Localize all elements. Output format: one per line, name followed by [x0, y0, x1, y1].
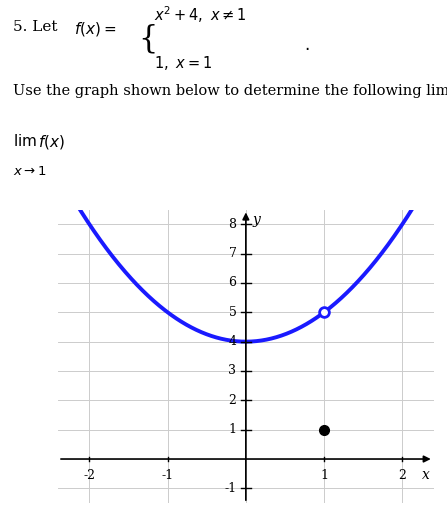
Text: $\lim$: $\lim$: [13, 134, 38, 149]
Text: 6: 6: [228, 277, 236, 289]
Text: 8: 8: [228, 218, 236, 231]
Text: 1: 1: [320, 470, 328, 482]
Text: -1: -1: [224, 482, 236, 495]
Text: 2: 2: [228, 394, 236, 407]
Text: 7: 7: [228, 247, 236, 260]
Text: x: x: [422, 468, 430, 482]
Text: 3: 3: [228, 365, 236, 377]
Text: -1: -1: [161, 470, 174, 482]
Text: $x\rightarrow 1$: $x\rightarrow 1$: [13, 165, 47, 178]
Text: $f(x)=$: $f(x)=$: [74, 20, 116, 38]
Text: 2: 2: [398, 470, 406, 482]
Text: 5. Let: 5. Let: [13, 20, 63, 34]
Text: Use the graph shown below to determine the following limit.: Use the graph shown below to determine t…: [13, 84, 447, 97]
Text: y: y: [252, 213, 260, 226]
Text: $1,\ x=1$: $1,\ x=1$: [154, 54, 212, 72]
Text: .: .: [304, 36, 309, 54]
Text: 1: 1: [228, 423, 236, 436]
Text: 4: 4: [228, 335, 236, 348]
Text: $f(x)$: $f(x)$: [38, 134, 65, 151]
Text: 5: 5: [228, 306, 236, 319]
Text: {: {: [139, 24, 158, 55]
Text: -2: -2: [84, 470, 95, 482]
Text: $x^2+4,\ x\neq 1$: $x^2+4,\ x\neq 1$: [154, 4, 247, 25]
